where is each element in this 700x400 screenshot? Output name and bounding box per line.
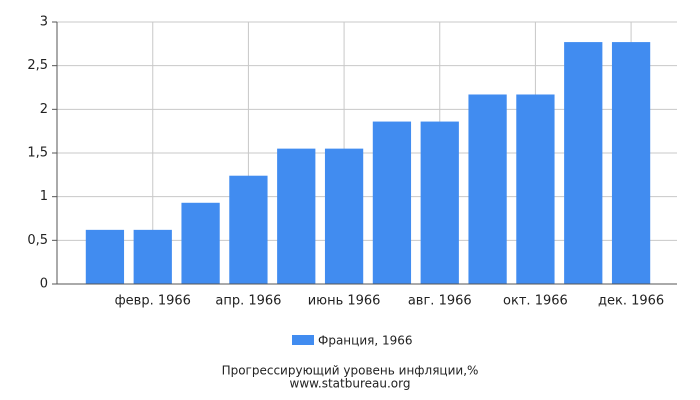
bar bbox=[372, 121, 412, 284]
x-tick-label: авг. 1966 bbox=[408, 294, 472, 309]
bar bbox=[516, 94, 555, 284]
bar bbox=[133, 229, 172, 284]
legend-label: Франция, 1966 bbox=[318, 334, 413, 348]
x-tick-label: февр. 1966 bbox=[115, 294, 191, 309]
legend-swatch bbox=[292, 335, 314, 345]
y-tick-label: 0 bbox=[40, 277, 48, 292]
bar bbox=[468, 94, 507, 284]
bar bbox=[611, 42, 651, 284]
bar bbox=[324, 148, 364, 284]
y-tick-label: 1,5 bbox=[27, 146, 48, 161]
bar bbox=[420, 121, 459, 284]
x-tick-label: дек. 1966 bbox=[598, 294, 664, 309]
y-tick-label: 1 bbox=[40, 189, 48, 204]
x-tick-label: окт. 1966 bbox=[503, 294, 568, 309]
y-tick-label: 2,5 bbox=[27, 58, 48, 73]
bar bbox=[277, 148, 316, 284]
caption: Прогрессирующий уровень инфляции,% bbox=[222, 364, 479, 378]
y-tick-label: 0,5 bbox=[27, 233, 48, 248]
y-tick-label: 3 bbox=[40, 15, 48, 30]
y-tick-label: 2 bbox=[40, 102, 48, 117]
x-tick-label: июнь 1966 bbox=[308, 294, 381, 309]
bar bbox=[85, 229, 125, 284]
source: www.statbureau.org bbox=[290, 377, 411, 391]
bar bbox=[229, 175, 268, 284]
bar bbox=[181, 202, 220, 284]
bar bbox=[564, 42, 603, 284]
x-tick-label: апр. 1966 bbox=[215, 294, 281, 309]
